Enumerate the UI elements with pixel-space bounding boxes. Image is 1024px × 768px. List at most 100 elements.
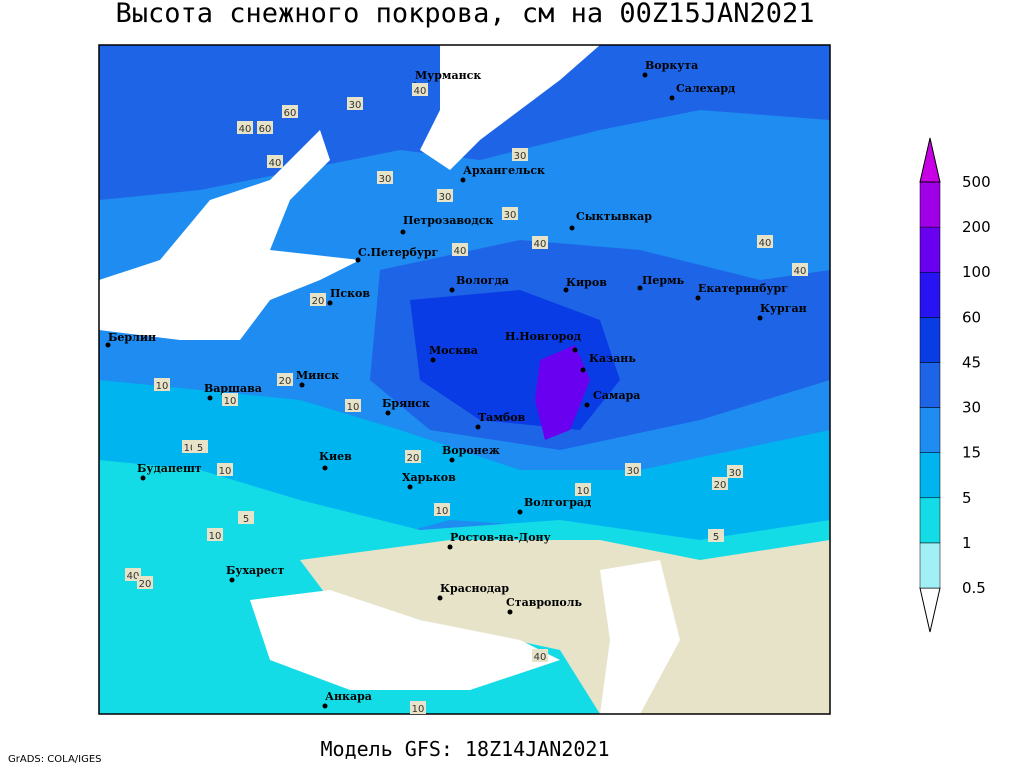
city-dot xyxy=(460,177,466,183)
contour-label: 10 xyxy=(347,402,360,413)
contour-label-box xyxy=(625,463,641,476)
city-dot xyxy=(385,410,391,416)
city-dot xyxy=(642,72,648,78)
colorbar-label: 1 xyxy=(962,534,972,552)
contour-label-box xyxy=(277,373,293,386)
contour-label: 30 xyxy=(514,151,527,162)
city-dot xyxy=(569,225,575,231)
city-label: Минск xyxy=(296,369,339,382)
city-dot xyxy=(449,457,455,463)
contour-label-box xyxy=(154,378,170,391)
city-label: Мурманск xyxy=(415,69,481,82)
city-label: Петрозаводск xyxy=(403,214,493,227)
contour-label: 30 xyxy=(627,466,640,477)
contour-label-box xyxy=(207,528,223,541)
colorbar-band xyxy=(919,542,941,589)
colorbar-band xyxy=(919,407,941,453)
contour-label-box xyxy=(377,171,393,184)
contour-label: 10 xyxy=(436,506,449,517)
contour-label-box xyxy=(532,236,548,249)
contour-label-box xyxy=(437,189,453,202)
contour-label-box xyxy=(575,483,591,496)
contour-label-box xyxy=(512,148,528,161)
contour-label: 20 xyxy=(407,453,420,464)
city-dot xyxy=(355,257,361,263)
contour-label-box xyxy=(310,293,326,306)
city-label: Варшава xyxy=(204,382,262,395)
city-dot xyxy=(584,402,590,408)
city-dot xyxy=(669,95,675,101)
contour-label: 10 xyxy=(219,466,232,477)
city-label: Волгоград xyxy=(524,496,591,509)
colorbar-label: 60 xyxy=(962,308,981,326)
colorbar-band xyxy=(919,271,941,318)
contour-label: 30 xyxy=(349,100,362,111)
city-label: Краснодар xyxy=(440,582,509,595)
contour-label: 40 xyxy=(239,124,252,135)
contour-label: 60 xyxy=(259,124,272,135)
city-dot xyxy=(407,484,413,490)
contour-label: 20 xyxy=(139,579,152,590)
contour-label: 30 xyxy=(379,174,392,185)
colorbar-label: 15 xyxy=(962,444,981,462)
city-dot xyxy=(299,382,305,388)
city-label: Киров xyxy=(566,276,607,289)
contour-label: 40 xyxy=(454,246,467,257)
city-label: Москва xyxy=(429,344,478,357)
city-label: Екатеринбург xyxy=(698,282,788,295)
city-dot xyxy=(229,577,235,583)
contour-label-box xyxy=(712,477,728,490)
city-label: Ставрополь xyxy=(506,596,583,609)
city-dot xyxy=(475,424,481,430)
city-dot xyxy=(637,285,643,291)
contour-label-box xyxy=(347,97,363,110)
city-dot xyxy=(322,465,328,471)
city-label: Курган xyxy=(760,302,807,315)
contour-label: 5 xyxy=(243,514,249,525)
city-dot xyxy=(140,475,146,481)
city-dot xyxy=(695,295,701,301)
city-label: Сыктывкар xyxy=(576,210,652,223)
contour-label-box xyxy=(282,105,298,118)
colorbar-label: 200 xyxy=(962,218,991,236)
city-label: Н.Новгород xyxy=(505,330,581,343)
colorbar-label: 45 xyxy=(962,353,981,371)
contour-label: 5 xyxy=(713,532,719,543)
city-dot xyxy=(517,509,523,515)
city-label: Архангельск xyxy=(463,164,545,177)
contour-label: 10 xyxy=(577,486,590,497)
city-label: Салехард xyxy=(676,82,735,95)
city-label: Вологда xyxy=(456,274,509,287)
colorbar-band xyxy=(919,317,941,363)
colorbar-band xyxy=(919,181,941,228)
colorbar-label: 30 xyxy=(962,399,981,417)
contour-label-box xyxy=(405,450,421,463)
colorbar-label: 5 xyxy=(962,489,972,507)
city-label: Тамбов xyxy=(478,411,526,424)
contour-label-box xyxy=(452,243,468,256)
contour-label-box xyxy=(708,529,724,542)
contour-label-box xyxy=(410,701,426,714)
contour-label: 5 xyxy=(197,443,203,454)
contour-label-box xyxy=(792,263,808,276)
city-dot xyxy=(572,347,578,353)
contour-label: 10 xyxy=(224,396,237,407)
contour-label-box xyxy=(267,155,283,168)
city-dot xyxy=(327,300,333,306)
contour-label-box xyxy=(217,463,233,476)
model-label: Модель GFS: 18Z14JAN2021 xyxy=(321,737,610,761)
colorbar-band xyxy=(919,452,941,499)
contour-label: 20 xyxy=(279,376,292,387)
city-dot xyxy=(447,544,453,550)
city-label: Будапешт xyxy=(137,462,202,475)
contour-label: 40 xyxy=(794,266,807,277)
colorbar-band xyxy=(919,226,941,273)
contour-label: 40 xyxy=(269,158,282,169)
contour-label: 40 xyxy=(759,238,772,249)
city-label: Анкара xyxy=(325,690,372,703)
city-dot xyxy=(563,287,569,293)
contour-label-box xyxy=(222,393,238,406)
